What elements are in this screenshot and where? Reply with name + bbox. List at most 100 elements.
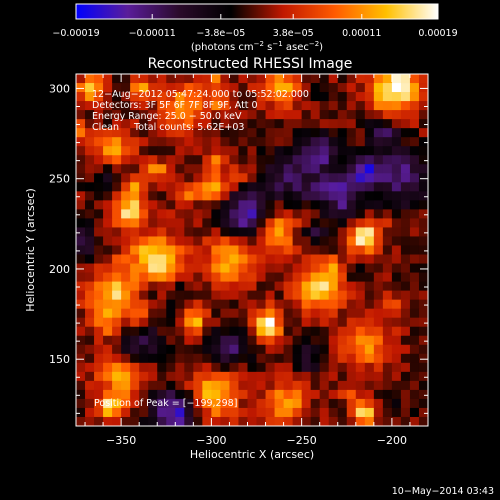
heatmap-cell	[220, 191, 230, 201]
heatmap-cell	[175, 245, 185, 255]
heatmap-cell	[382, 407, 393, 418]
heatmap-cell	[310, 191, 321, 201]
heatmap-cell	[400, 353, 411, 364]
heatmap-cell	[103, 263, 113, 273]
heatmap-cell	[229, 119, 239, 129]
heatmap-cell	[166, 236, 176, 246]
heatmap-cell	[265, 110, 275, 120]
heatmap-cell	[211, 182, 221, 192]
heatmap-cell	[328, 209, 339, 219]
heatmap-cell	[229, 110, 239, 120]
heatmap-cell	[220, 299, 230, 310]
heatmap-cell	[148, 92, 158, 102]
heatmap-cell	[301, 146, 312, 156]
heatmap-cell	[256, 371, 266, 382]
heatmap-cell	[139, 353, 149, 364]
heatmap-cell	[247, 173, 257, 183]
heatmap-cell	[328, 272, 339, 282]
heatmap-cell	[373, 146, 384, 156]
heatmap-cell	[229, 200, 239, 210]
heatmap-cell	[112, 128, 122, 138]
heatmap-cell	[238, 290, 248, 301]
heatmap-cell	[166, 389, 176, 400]
heatmap-cell	[130, 128, 140, 138]
heatmap-cell	[292, 155, 303, 165]
heatmap-cell	[319, 209, 330, 219]
heatmap-cell	[238, 416, 248, 427]
heatmap-cell	[409, 281, 420, 292]
heatmap-cell	[409, 218, 420, 228]
heatmap-cell	[310, 308, 321, 319]
heatmap-cell	[265, 182, 275, 192]
heatmap-cell	[391, 128, 402, 138]
heatmap-cell	[238, 254, 248, 264]
heatmap-cell	[193, 218, 203, 228]
heatmap-cell	[238, 164, 248, 174]
heatmap-cell	[238, 110, 248, 120]
heatmap-cell	[211, 155, 221, 165]
heatmap-cell	[139, 128, 149, 138]
heatmap-cell	[202, 128, 212, 138]
heatmap-cell	[175, 146, 185, 156]
heatmap-cell	[238, 362, 248, 373]
heatmap-cell	[301, 119, 312, 129]
heatmap-cell	[229, 92, 239, 102]
heatmap-cell	[283, 110, 294, 120]
heatmap-cell	[301, 110, 312, 120]
heatmap-cell	[238, 407, 248, 418]
heatmap-cell	[256, 164, 266, 174]
heatmap-cell	[94, 236, 104, 246]
heatmap-cell	[166, 218, 176, 228]
heatmap-cell	[166, 128, 176, 138]
heatmap-cell	[130, 308, 140, 319]
heatmap-cell	[121, 191, 131, 201]
heatmap-cell	[364, 362, 375, 373]
heatmap-cell	[184, 92, 194, 102]
heatmap-cell	[301, 155, 312, 165]
heatmap-cell	[346, 380, 357, 391]
heatmap-cell	[355, 371, 366, 382]
heatmap-cell	[391, 353, 402, 364]
heatmap-cell	[238, 74, 248, 84]
heatmap-cell	[121, 398, 131, 409]
y-tick-label: 250	[49, 173, 70, 186]
heatmap-cell	[274, 236, 284, 246]
heatmap-cell	[292, 227, 303, 237]
heatmap-cell	[211, 74, 221, 84]
heatmap-cell	[409, 191, 420, 201]
heatmap-cell	[292, 74, 303, 84]
unit-part: asec	[283, 42, 309, 53]
heatmap-cell	[418, 335, 429, 346]
heatmap-cell	[247, 101, 257, 111]
heatmap-cell	[166, 353, 176, 364]
heatmap-cell	[247, 74, 257, 84]
heatmap-cell	[130, 389, 140, 400]
heatmap-cell	[310, 200, 321, 210]
colorbar-tick-label: −0.00019	[52, 28, 99, 39]
heatmap-cell	[139, 272, 149, 282]
heatmap-cell	[328, 182, 339, 192]
heatmap-cell	[202, 110, 212, 120]
heatmap-cell	[112, 263, 122, 273]
heatmap-cell	[283, 263, 294, 273]
heatmap-cell	[211, 209, 221, 219]
heatmap-cell	[139, 380, 149, 391]
heatmap-cell	[103, 92, 113, 102]
heatmap-cell	[274, 200, 284, 210]
heatmap-cell	[355, 407, 366, 418]
heatmap-cell	[328, 173, 339, 183]
heatmap-cell	[382, 281, 393, 292]
heatmap-cell	[139, 191, 149, 201]
heatmap-cell	[85, 290, 95, 301]
heatmap-cell	[418, 227, 429, 237]
heatmap-cell	[157, 182, 167, 192]
heatmap-cell	[112, 236, 122, 246]
heatmap-cell	[364, 389, 375, 400]
heatmap-cell	[346, 218, 357, 228]
heatmap-cell	[292, 299, 303, 310]
heatmap-cell	[94, 227, 104, 237]
heatmap-cell	[337, 362, 348, 373]
heatmap-cell	[265, 389, 275, 400]
heatmap-cell	[193, 317, 203, 328]
heatmap-cell	[373, 236, 384, 246]
